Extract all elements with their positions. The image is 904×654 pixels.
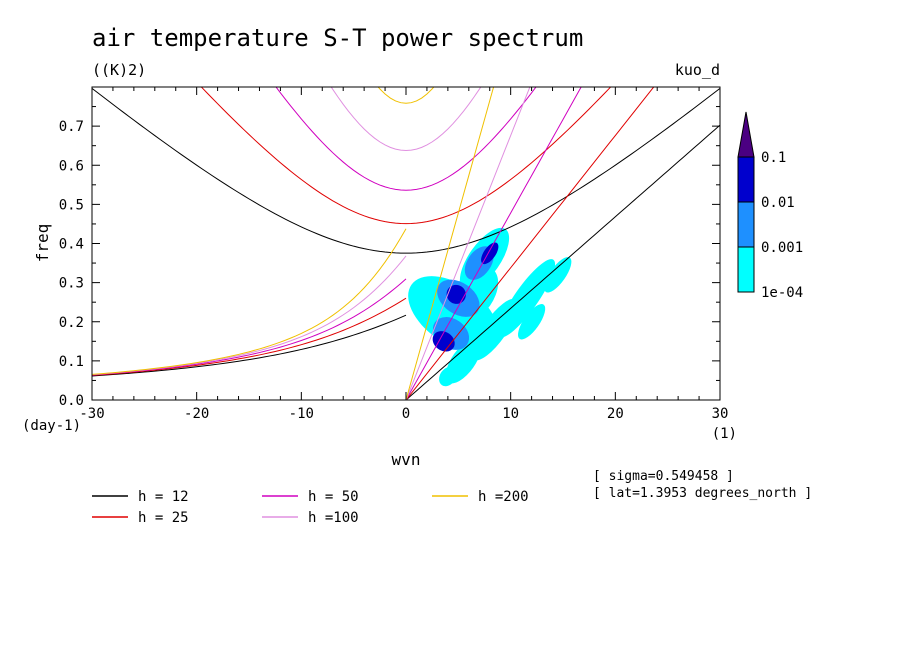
y-axis-label: freq [33, 224, 52, 263]
x-tick-label-6: 30 [712, 406, 729, 422]
curve-ig1-4 [377, 87, 435, 104]
colorbar: 1e-04 0.001 0.01 0.1 [737, 111, 803, 301]
y-tick-labels: 0.0 0.1 0.2 0.3 0.4 0.5 0.6 0.7 [59, 119, 84, 409]
annotation-lat: [ lat=1.3953 degrees_north ] [593, 486, 812, 501]
curve-mrg-0 [92, 314, 407, 377]
y-tick-label-0: 0.0 [59, 393, 84, 409]
y-tick-label-6: 0.6 [59, 158, 84, 174]
legend-label-4: h =200 [478, 489, 529, 505]
curve-mrg-1 [92, 297, 407, 376]
legend-label-0: h = 12 [138, 489, 189, 505]
y-tick-label-3: 0.3 [59, 276, 84, 292]
x-tick-label-2: -10 [289, 406, 314, 422]
x-unit-label: (1) [712, 426, 737, 442]
model-label: kuo_d [675, 61, 720, 79]
colorbar-label-0: 1e-04 [761, 285, 803, 301]
curve-kelvin-4 [405, 87, 495, 400]
spectrum-contours [408, 227, 572, 387]
curve-ig1-0 [92, 87, 720, 254]
curve-ig1-3 [330, 87, 482, 151]
colorbar-label-2: 0.01 [761, 195, 795, 211]
colorbar-label-3: 0.1 [761, 150, 786, 166]
spectrum-blob-13 [446, 284, 466, 304]
curve-kelvin-2 [405, 87, 582, 400]
x-tick-label-0: -30 [79, 406, 104, 422]
legend-label-1: h = 25 [138, 510, 189, 526]
y-tick-label-2: 0.2 [59, 315, 84, 331]
spectrum-blob-12 [432, 331, 455, 352]
curve-ig1-2 [275, 87, 537, 191]
y-tick-label-1: 0.1 [59, 354, 84, 370]
y-unit-label: (day-1) [22, 418, 81, 434]
y-tick-label-4: 0.4 [59, 237, 84, 253]
legend-label-2: h = 50 [308, 489, 359, 505]
dispersion-curves [92, 87, 720, 400]
spectrum-blob-7 [544, 257, 572, 293]
spectrum-blob-4 [497, 259, 556, 338]
curve-kelvin-3 [405, 87, 531, 400]
y-tick-label-5: 0.5 [59, 197, 84, 213]
legend-label-3: h =100 [308, 510, 359, 526]
x-tick-label-4: 10 [502, 406, 519, 422]
plot-frame [91, 86, 721, 401]
x-axis-label: wvn [392, 450, 421, 469]
colorbar-segment-1 [737, 201, 755, 248]
spectrum-blob-8 [517, 304, 546, 340]
spectrum-blob-6 [439, 366, 457, 387]
legend: h = 12 h = 25 h = 50 h =100 h =200 [92, 489, 529, 526]
axis-ticks [91, 86, 721, 401]
y-tick-label-7: 0.7 [59, 119, 84, 135]
x-tick-label-1: -20 [184, 406, 209, 422]
chart-title: air temperature S-T power spectrum [92, 24, 583, 52]
curve-kelvin-1 [405, 87, 655, 400]
colorbar-label-1: 0.001 [761, 240, 803, 256]
colorbar-segment-0 [737, 246, 755, 293]
x-tick-label-5: 20 [607, 406, 624, 422]
x-tick-label-3: 0 [402, 406, 410, 422]
colorbar-top-triangle [737, 111, 755, 158]
chart-subtitle: ((K)2) [92, 61, 146, 79]
annotation-sigma: [ sigma=0.549458 ] [593, 469, 734, 484]
colorbar-segment-2 [737, 156, 755, 203]
curve-mrg-4 [92, 228, 407, 375]
x-tick-labels: -30 -20 -10 0 10 20 30 [79, 406, 728, 422]
curve-ig1-1 [200, 87, 612, 225]
curve-kelvin-0 [405, 124, 720, 400]
